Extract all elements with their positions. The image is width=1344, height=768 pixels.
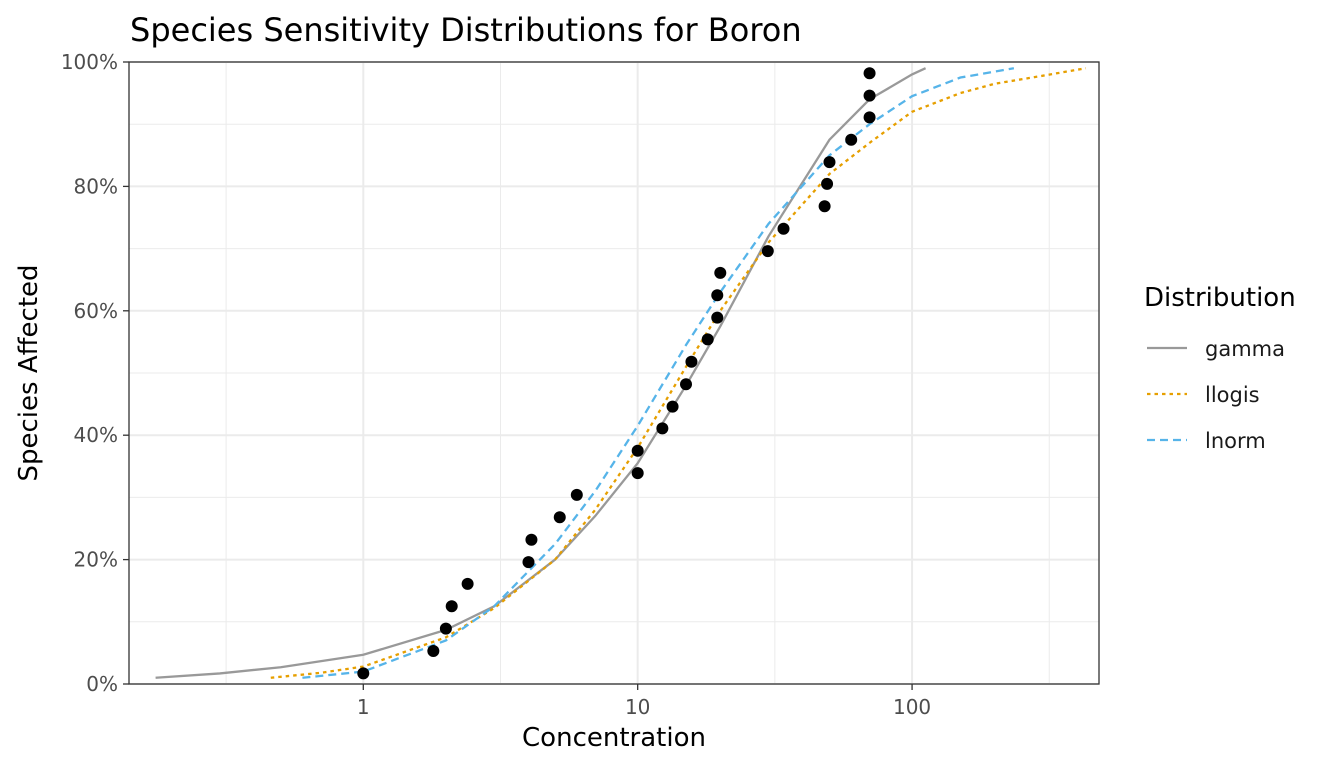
data-point bbox=[701, 333, 714, 346]
data-point bbox=[522, 556, 535, 569]
data-point bbox=[570, 488, 583, 501]
y-tick-label: 80% bbox=[74, 174, 118, 198]
legend-label-gamma: gamma bbox=[1205, 337, 1285, 361]
data-point bbox=[631, 467, 644, 480]
y-axis-title: Species Affected bbox=[14, 264, 44, 481]
grid bbox=[129, 61, 1099, 685]
data-points bbox=[357, 67, 876, 680]
plot-panel-border bbox=[128, 61, 1100, 685]
data-point bbox=[711, 311, 724, 324]
data-point bbox=[656, 422, 669, 435]
data-point bbox=[818, 200, 831, 213]
y-tick-label: 0% bbox=[86, 672, 118, 696]
data-point bbox=[863, 89, 876, 102]
series-lines bbox=[155, 67, 1087, 679]
data-point bbox=[680, 378, 693, 391]
chart-title: Species Sensitivity Distributions for Bo… bbox=[130, 11, 802, 49]
data-point bbox=[525, 533, 538, 546]
series-line-llogis bbox=[270, 67, 1087, 679]
y-tick-label: 100% bbox=[61, 50, 118, 74]
data-point bbox=[631, 444, 644, 457]
data-point bbox=[823, 156, 836, 169]
x-tick-label: 100 bbox=[893, 695, 931, 719]
data-point bbox=[821, 177, 834, 190]
data-point bbox=[439, 622, 452, 635]
data-point bbox=[863, 111, 876, 124]
data-point bbox=[845, 133, 858, 146]
data-point bbox=[553, 511, 566, 524]
y-tick-label: 20% bbox=[74, 548, 118, 572]
data-point bbox=[863, 67, 876, 80]
legend-label-llogis: llogis bbox=[1205, 383, 1260, 407]
data-point bbox=[427, 645, 440, 658]
series-line-lnorm bbox=[302, 67, 1015, 679]
x-tick-label: 1 bbox=[357, 695, 370, 719]
legend-title: Distribution bbox=[1144, 283, 1296, 313]
legend: Distribution gamma llogis lnorm bbox=[1144, 283, 1296, 453]
x-tick-label: 10 bbox=[625, 695, 650, 719]
y-tick-label: 60% bbox=[74, 299, 118, 323]
data-point bbox=[357, 667, 370, 680]
data-point bbox=[461, 577, 474, 590]
data-point bbox=[685, 355, 698, 368]
data-point bbox=[445, 600, 458, 613]
data-point bbox=[761, 245, 774, 258]
legend-label-lnorm: lnorm bbox=[1205, 429, 1266, 453]
data-point bbox=[714, 266, 727, 279]
data-point bbox=[666, 400, 679, 413]
axes: 0% 20% 40% 60% 80% 100% 1 10 100 bbox=[61, 50, 931, 719]
y-tick-label: 40% bbox=[74, 423, 118, 447]
x-axis-title: Concentration bbox=[522, 723, 706, 753]
data-point bbox=[777, 222, 790, 235]
data-point bbox=[711, 289, 724, 302]
series-line-gamma bbox=[155, 67, 927, 679]
